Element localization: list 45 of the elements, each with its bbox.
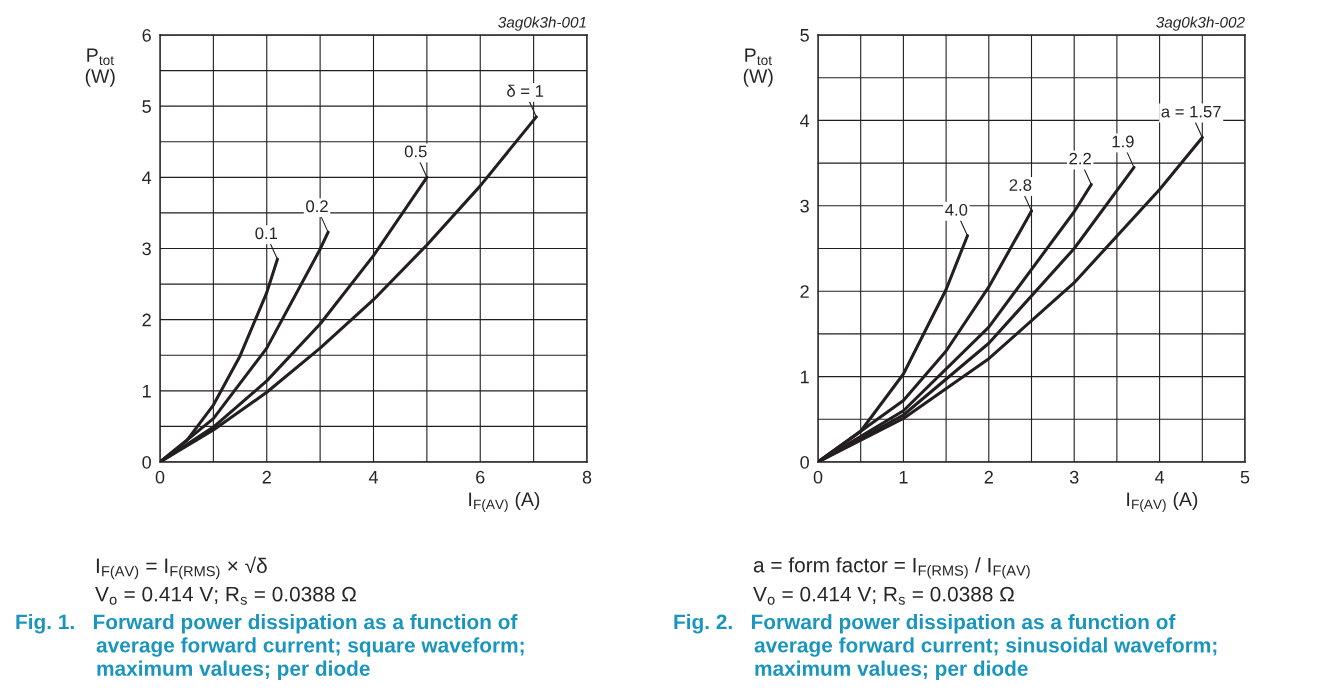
y-tick-label: 4 <box>142 171 152 184</box>
y-tick-label: 5 <box>142 100 151 113</box>
x-tick-label: 6 <box>476 470 485 484</box>
annotation: 0.5 <box>404 145 427 158</box>
text: a = form factor = I$_{F(RMS)}$ / I$_{F(AV)}$ <box>753 557 1030 579</box>
y-tick-label: 5 <box>800 29 809 42</box>
x-tick-label: 3 <box>1069 470 1079 484</box>
text: I$_{F(AV)}$ = I$_{F(RMS)}$ × √δ <box>96 556 267 580</box>
text: V$_{o}$ = 0.414 V; R$_{s}$ = 0.0388 Ω <box>753 586 1014 605</box>
y-tick-label: 2 <box>142 313 151 327</box>
text: Fig. 2. Forward power dissipation as a function of average forward current; sinusoidal waveform; maximum values; per diode <box>674 614 1217 680</box>
annotation: 2.2 <box>1069 152 1091 165</box>
x-tick-label: 4 <box>368 471 378 484</box>
y-tick-label: 3 <box>800 199 809 213</box>
annotation: 4.0 <box>945 203 968 216</box>
y-tick-label: 0 <box>142 455 151 469</box>
y-tick-label: 0 <box>800 455 809 469</box>
y-tick-label: 2 <box>800 285 809 298</box>
annotation: a = 1.57 <box>1161 105 1221 118</box>
x-tick-label: 2 <box>984 470 993 484</box>
x-tick-label: 8 <box>582 470 592 484</box>
annotation: 1.9 <box>1112 135 1134 148</box>
text: V$_{o}$ = 0.414 V; R$_{s}$ = 0.0388 Ω <box>95 586 356 605</box>
y-tick-label: 6 <box>142 28 151 42</box>
x-axis-title: I$_{F(AV)}$ (A) <box>469 491 540 512</box>
annotation: 0.2 <box>306 200 328 213</box>
x-axis-title: I$_{F(AV)}$ (A) <box>1127 491 1198 512</box>
y-tick-label: 1 <box>143 384 151 398</box>
y-tick-label: 1 <box>801 370 809 384</box>
x-tick-label: 0 <box>813 470 823 484</box>
y-tick-label: 3 <box>142 242 151 256</box>
y-axis-title: P$_{tot}$ (W) <box>85 48 115 87</box>
x-tick-label: 5 <box>1240 471 1250 484</box>
x-tick-label: 4 <box>1154 471 1165 484</box>
text: 3ag0k3h-002 <box>1156 16 1245 31</box>
y-axis-title: P$_{tot}$ (W) <box>743 48 773 87</box>
x-tick-label: 0 <box>155 470 165 484</box>
y-tick-label: 4 <box>800 114 810 127</box>
text: 3ag0k3h-001 <box>498 16 586 31</box>
x-tick-label: 2 <box>262 470 271 484</box>
annotation: 2.8 <box>1009 179 1032 191</box>
annotation: 0.1 <box>255 227 278 240</box>
x-tick-label: 1 <box>899 471 908 484</box>
text: Fig. 1. Forward power dissipation as a function of average forward current; square waveform; maximum values; per diode <box>16 614 524 680</box>
annotation: δ = 1 <box>507 84 544 97</box>
